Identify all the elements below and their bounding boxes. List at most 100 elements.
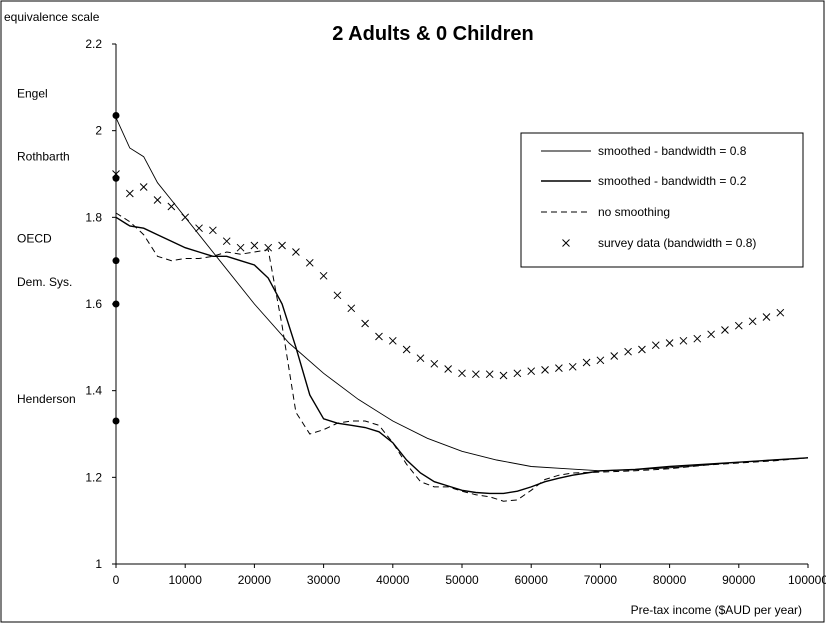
data-point [250, 241, 259, 250]
y-tick-label: 1.4 [85, 384, 102, 398]
marker-stroke [305, 258, 314, 267]
marker-stroke [222, 237, 231, 246]
data-point [167, 202, 176, 211]
reference-point-label: Dem. Sys. [17, 275, 72, 289]
series-line-0 [115, 117, 809, 472]
marker-stroke [375, 332, 383, 341]
marker-stroke [292, 248, 300, 256]
x-axis-label: Pre-tax income ($AUD per year) [631, 603, 802, 617]
legend-marker [562, 239, 570, 247]
marker-stroke [167, 202, 176, 211]
data-point [125, 189, 134, 198]
data-point [734, 321, 743, 330]
marker-stroke [679, 336, 688, 345]
legend: smoothed - bandwidth = 0.8 smoothed - ban… [520, 132, 804, 268]
legend-label: smoothed - bandwidth = 0.8 [598, 144, 747, 158]
x-tick-label: 20000 [238, 573, 272, 587]
marker-stroke [596, 356, 605, 365]
y-tick-label: 1.2 [85, 470, 102, 484]
data-point [361, 319, 369, 328]
data-point [195, 224, 203, 233]
data-point [527, 367, 536, 376]
marker-stroke [471, 370, 480, 379]
x-tick-labels: 0 10000 20000 30000 40000 50000 60000 70000 8000… [113, 573, 826, 587]
x-tick-label: 80000 [653, 573, 687, 587]
marker-stroke [402, 345, 411, 354]
marker-stroke [762, 313, 771, 321]
marker-stroke [125, 189, 134, 198]
marker-stroke [444, 365, 453, 373]
series-line-2 [115, 212, 809, 502]
data-point [458, 369, 466, 378]
marker-stroke [458, 369, 466, 378]
marker-stroke [555, 364, 563, 372]
reference-point-label: Engel [17, 87, 48, 101]
marker-stroke [665, 339, 674, 347]
marker-stroke [181, 213, 190, 222]
legend-label: survey data (bandwidth = 0.8) [598, 236, 756, 250]
data-point [748, 317, 757, 326]
marker-stroke [250, 241, 259, 250]
marker-stroke [333, 291, 342, 300]
y-tick-label: 1.8 [85, 210, 102, 224]
data-point [610, 352, 619, 360]
marker-stroke [416, 354, 425, 363]
marker-stroke [651, 341, 660, 350]
x-tick-label: 0 [113, 573, 120, 587]
marker-stroke [638, 345, 646, 354]
marker-stroke [748, 317, 757, 326]
data-point [624, 347, 632, 356]
data-point [139, 183, 148, 191]
data-point [292, 248, 300, 256]
marker-stroke [236, 243, 245, 252]
marker-stroke [541, 366, 549, 374]
data-point [513, 369, 522, 378]
chart-title: 2 Adults & 0 Children [332, 23, 534, 45]
marker-stroke [347, 304, 356, 313]
data-point [222, 237, 231, 246]
data-point [333, 291, 342, 300]
marker-stroke [388, 336, 397, 345]
reference-point-marker [112, 300, 120, 308]
x-tick-label: 10000 [169, 573, 203, 587]
data-point [582, 358, 591, 367]
marker-stroke [707, 330, 715, 339]
marker-stroke [209, 226, 217, 235]
marker-stroke [610, 352, 619, 360]
data-point [555, 364, 563, 372]
x-tick-label: 40000 [376, 573, 410, 587]
marker-stroke [513, 369, 522, 378]
y-tick-label: 1 [95, 557, 102, 571]
y-axis-label: equivalence scale [4, 10, 100, 24]
data-point [762, 313, 771, 321]
marker-stroke [568, 362, 577, 371]
data-point [375, 332, 383, 341]
x-tick-label: 50000 [445, 573, 479, 587]
marker-stroke [776, 308, 785, 317]
data-point [596, 356, 605, 365]
data-point [485, 370, 494, 379]
x-tick-label: 30000 [307, 573, 341, 587]
reference-point-label: OECD [17, 232, 52, 246]
data-point [776, 308, 785, 317]
reference-point-marker [112, 174, 120, 182]
y-tick-label: 2.2 [85, 37, 102, 51]
reference-point-marker [112, 112, 120, 119]
marker-stroke [485, 370, 494, 379]
marker-stroke [499, 371, 508, 380]
data-point [278, 241, 286, 250]
x-tick-label: 60000 [515, 573, 549, 587]
data-point [665, 339, 674, 347]
data-point [651, 341, 660, 350]
marker-stroke [153, 196, 162, 204]
data-point [319, 271, 328, 280]
data-point [209, 226, 217, 235]
data-point [707, 330, 715, 339]
data-point [416, 354, 425, 363]
marker-stroke [264, 243, 273, 252]
data-point [402, 345, 411, 354]
y-tick-label: 2 [95, 124, 102, 138]
data-point [264, 243, 273, 252]
